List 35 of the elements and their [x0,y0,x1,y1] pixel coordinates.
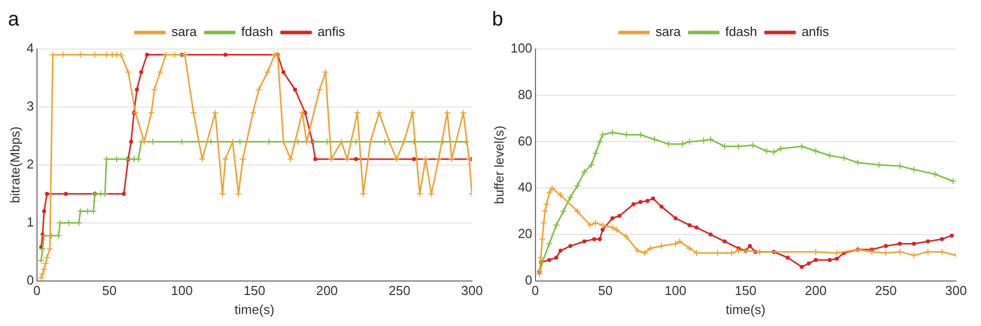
legend-label: sara [655,24,682,40]
x-tick-label: 300 [461,283,483,298]
x-tick-label: 250 [875,283,897,298]
y-tick-label: 40 [518,180,532,195]
x-tick-label: 200 [316,283,338,298]
y-axis-title: buffer level(s) [491,126,506,204]
y-axis-title: bitrate(Mbps) [7,126,22,204]
x-tick-label: 50 [102,283,117,298]
x-axis-title: time(s) [726,302,766,317]
legend-label: anfis [802,24,830,40]
x-axis-title: time(s) [234,302,274,317]
y-tick-label: 20 [518,226,532,242]
chart-title: a [8,8,20,31]
x-tick-label: 150 [244,283,266,298]
legend-label: anfis [318,24,346,40]
x-tick-label: 100 [171,283,193,298]
x-tick-label: 250 [388,283,410,298]
legend-label: fdash [725,24,758,40]
x-tick-label: 150 [734,283,756,298]
y-tick-label: 80 [518,86,532,102]
y-tick-label: 0 [26,272,34,288]
x-tick-label: 200 [804,283,827,298]
legend-label: fdash [241,24,274,40]
y-tick-label: 100 [510,40,532,56]
legend-label: sara [171,24,198,40]
x-tick-label: 100 [664,283,686,298]
y-tick-label: 4 [26,40,34,56]
chart-title: b [492,8,504,31]
y-tick-label: 1 [26,214,34,230]
x-tick-label: 300 [945,283,967,298]
y-tick-label: 2 [26,156,34,172]
x-tick-label: 50 [598,283,613,298]
y-tick-label: 0 [525,272,532,288]
y-tick-label: 60 [518,133,532,148]
y-tick-label: 3 [26,98,34,114]
